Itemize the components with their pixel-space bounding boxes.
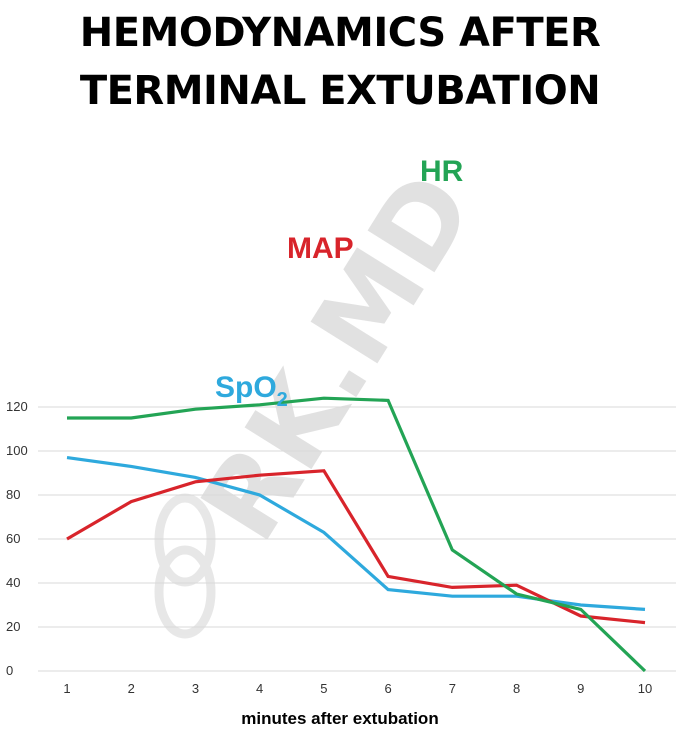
chart-title: HEMODYNAMICS AFTER TERMINAL EXTUBATION: [0, 4, 680, 120]
x-tick-label: 10: [638, 681, 652, 696]
x-axis-ticks: 1 2 3 4 5 6 7 8 9 10: [63, 681, 652, 696]
x-tick-label: 7: [449, 681, 456, 696]
y-axis-ticks: 0 20 40 60 80 100 120: [6, 399, 28, 678]
y-tick-label: 20: [6, 619, 20, 634]
x-tick-label: 3: [192, 681, 199, 696]
chart-title-line-1: HEMODYNAMICS AFTER: [79, 10, 601, 56]
watermark-text: RK.MD: [178, 152, 499, 562]
gridlines: [38, 406, 676, 672]
watermark-logo-icon: [154, 493, 216, 639]
series-lines: [66, 396, 647, 673]
x-tick-label: 6: [384, 681, 391, 696]
y-tick-label: 40: [6, 575, 20, 590]
x-tick-label: 8: [513, 681, 520, 696]
series-line-spo: [66, 456, 646, 611]
series-label-hr: HR: [420, 155, 464, 188]
y-tick-label: 80: [6, 487, 20, 502]
y-tick-label: 100: [6, 443, 28, 458]
x-tick-label: 1: [63, 681, 70, 696]
x-tick-label: 4: [256, 681, 263, 696]
series-label-spo: SpO2: [215, 371, 288, 411]
y-tick-label: 0: [6, 663, 13, 678]
series-labels: HR MAP SpO2: [215, 155, 464, 411]
series-line-map: [66, 469, 646, 625]
series-label-map: MAP: [287, 232, 354, 265]
y-tick-label: 60: [6, 531, 20, 546]
series-line-hr: [67, 396, 647, 673]
x-tick-label: 5: [320, 681, 327, 696]
watermark: RK.MD: [178, 152, 499, 562]
x-axis-label: minutes after extubation: [241, 709, 438, 728]
x-tick-label: 2: [128, 681, 135, 696]
x-tick-label: 9: [577, 681, 584, 696]
chart-title-line-2: TERMINAL EXTUBATION: [79, 68, 601, 114]
y-tick-label: 120: [6, 399, 28, 414]
